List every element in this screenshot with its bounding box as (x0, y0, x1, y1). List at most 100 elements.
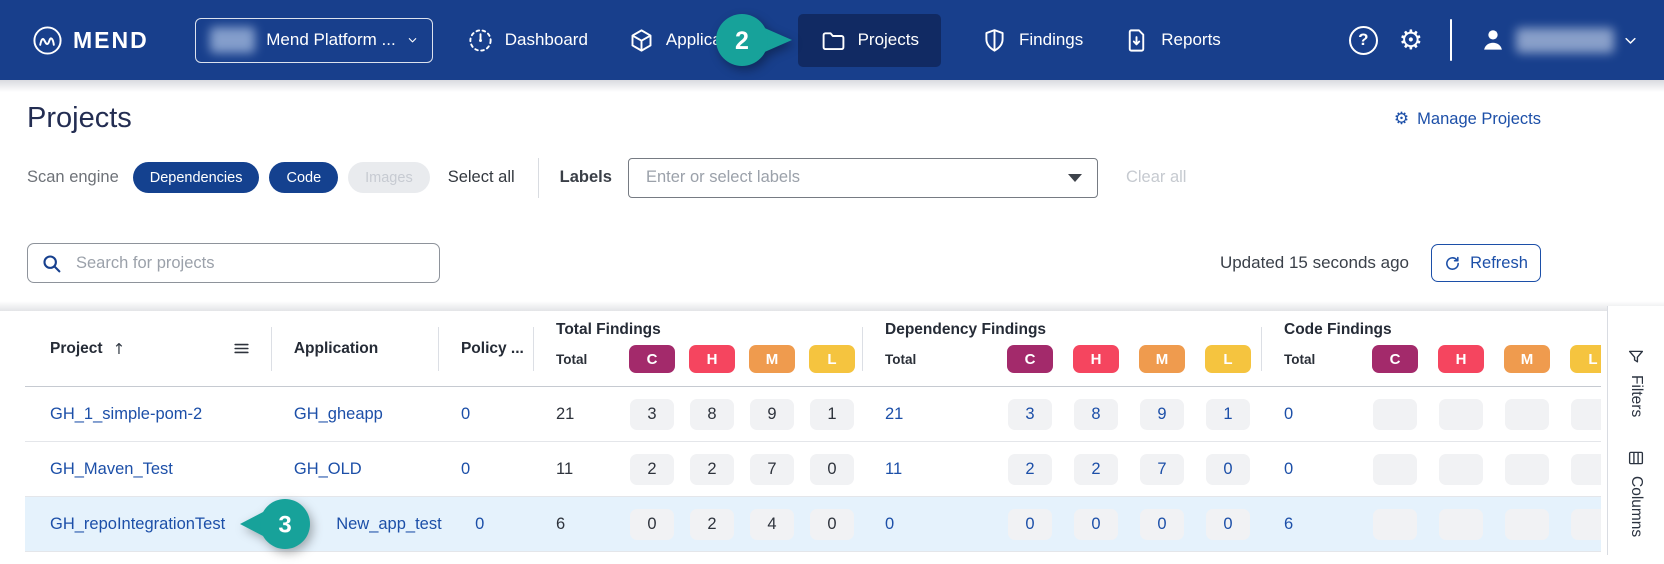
labels-dropdown-arrow-icon[interactable] (1067, 173, 1082, 182)
dependency-findings-m-chip[interactable]: 7 (1140, 453, 1184, 485)
dependency-findings-total-link[interactable]: 11 (885, 459, 903, 478)
code-findings-total-link[interactable]: 0 (1284, 459, 1294, 478)
column-header-application[interactable]: Application (270, 311, 438, 386)
severity-badge-high: H (689, 345, 735, 373)
policy-violations-link[interactable]: 0 (460, 459, 471, 478)
labels-input[interactable] (643, 167, 1068, 188)
column-header-policy[interactable]: Policy ... (437, 311, 533, 386)
sort-ascending-icon[interactable]: ↑ (112, 339, 126, 358)
application-link[interactable]: GH_OLD (293, 459, 362, 478)
application-link[interactable]: GH_gheapp (293, 404, 383, 423)
dependency-findings-m-value[interactable]: 7 (1157, 459, 1167, 478)
dependency-findings-l-value[interactable]: 0 (1223, 459, 1233, 478)
dependency-findings-h-chip[interactable]: 0 (1074, 508, 1118, 540)
chip-code[interactable]: Code (269, 162, 339, 193)
user-menu[interactable] (1479, 26, 1638, 54)
rail-tab-columns[interactable]: Columns (1627, 449, 1645, 537)
project-link[interactable]: GH_repoIntegrationTest (50, 514, 226, 533)
dependency-findings-h-chip[interactable]: 2 (1074, 453, 1118, 485)
column-header-project[interactable]: Project ↑ (25, 311, 271, 386)
project-link[interactable]: GH_1_simple-pom-2 (50, 404, 203, 423)
dependency-findings-total-link[interactable]: 21 (885, 404, 904, 423)
nav-item-dashboard[interactable]: Dashboard (467, 27, 588, 54)
dependency-findings-h-chip[interactable]: 8 (1074, 398, 1118, 430)
dependency-findings-m-chip[interactable]: 9 (1140, 398, 1184, 430)
nav-item-findings[interactable]: Findings (981, 27, 1083, 54)
table-row[interactable]: GH_Maven_Test GH_OLD 0 11 2 2 7 0 11 2 2 7 0 0 (25, 442, 1601, 497)
nav-item-projects[interactable]: 2 Projects (715, 13, 941, 67)
code-findings-c-chip[interactable] (1373, 508, 1417, 540)
settings-gear-icon[interactable]: ⚙ (1398, 24, 1423, 56)
code-findings-l-chip[interactable] (1571, 398, 1601, 430)
code-findings-c-chip[interactable] (1373, 398, 1417, 430)
code-findings-h-chip[interactable] (1439, 453, 1483, 485)
filter-divider (537, 157, 539, 198)
severity-badge-critical: C (1007, 345, 1053, 373)
chip-images: Images (348, 162, 430, 193)
application-header-label: Application (293, 339, 379, 357)
severity-badge-high: H (1438, 345, 1484, 373)
dependency-findings-l-chip[interactable]: 1 (1206, 398, 1250, 430)
table-row[interactable]: GH_1_simple-pom-2 GH_gheapp 0 21 3 8 9 1 21 3 8 9 1 0 (25, 387, 1601, 442)
dependency-findings-h-value[interactable]: 8 (1091, 404, 1101, 423)
table-row[interactable]: GH_repoIntegrationTest 3 New_app_test 0 6 0 2 4… (25, 497, 1601, 552)
dependency-findings-m-value[interactable]: 0 (1157, 514, 1167, 533)
code-findings-l-chip[interactable] (1571, 508, 1601, 540)
dependency-findings-c-value[interactable]: 2 (1025, 459, 1035, 478)
chip-dependencies[interactable]: Dependencies (132, 162, 260, 193)
dependency-findings-c-chip[interactable]: 2 (1008, 453, 1052, 485)
page-head: Projects ⚙ Manage Projects (0, 92, 1664, 150)
dependency-findings-total-link[interactable]: 0 (885, 514, 895, 533)
chevron-down-icon (1625, 37, 1636, 44)
project-cell: GH_1_simple-pom-2 (25, 387, 271, 441)
column-menu-icon[interactable] (232, 339, 251, 358)
org-selector[interactable]: Mend Platform ... (194, 17, 433, 63)
dependency-findings-c-value[interactable]: 0 (1025, 514, 1035, 533)
code-findings-m-chip[interactable] (1505, 453, 1549, 485)
manage-projects-link[interactable]: ⚙ Manage Projects (1394, 110, 1541, 129)
total-label: Total (1284, 351, 1316, 367)
dependency-findings-h-value[interactable]: 0 (1091, 514, 1101, 533)
help-icon[interactable]: ? (1348, 25, 1378, 55)
dependency-findings-l-chip[interactable]: 0 (1206, 508, 1250, 540)
policy-violations-link[interactable]: 0 (475, 514, 485, 533)
code-findings-m-chip[interactable] (1505, 398, 1549, 430)
project-link[interactable]: GH_Maven_Test (50, 459, 173, 478)
code-findings-total-link[interactable]: 6 (1284, 514, 1294, 533)
dependency-findings-m-chip[interactable]: 0 (1140, 508, 1184, 540)
code-findings-h-chip[interactable] (1439, 508, 1483, 540)
code-findings-l-chip[interactable] (1571, 453, 1601, 485)
application-cell: GH_OLD (271, 442, 438, 496)
code-findings-total-link[interactable]: 0 (1284, 404, 1294, 423)
page-title: Projects (27, 102, 132, 134)
dependency-findings-l-chip[interactable]: 0 (1206, 453, 1250, 485)
refresh-button[interactable]: Refresh (1431, 244, 1541, 282)
table-row-partial (25, 552, 1601, 564)
severity-badge-medium: M (749, 345, 795, 373)
policy-violations-link[interactable]: 0 (460, 404, 471, 423)
rail-tab-filters[interactable]: Filters (1627, 348, 1645, 417)
severity-badge-medium: M (1504, 345, 1550, 373)
nav-item-reports[interactable]: Reports (1123, 27, 1221, 54)
search-box[interactable] (27, 243, 440, 283)
code-findings-h-chip[interactable] (1439, 398, 1483, 430)
dependency-findings-l-value[interactable]: 0 (1223, 514, 1233, 533)
dependency-findings-c-value[interactable]: 3 (1025, 404, 1035, 423)
search-input[interactable] (74, 252, 426, 274)
dependency-findings-h-value[interactable]: 2 (1091, 459, 1101, 478)
code-findings-cells: 0 (1261, 387, 1601, 441)
total-findings-total: 11 (556, 459, 574, 478)
application-cell: New_app_test (313, 497, 452, 551)
dependency-findings-c-chip[interactable]: 0 (1008, 508, 1052, 540)
dependency-findings-c-chip[interactable]: 3 (1008, 398, 1052, 430)
application-link[interactable]: New_app_test (336, 514, 442, 533)
dependency-findings-m-value[interactable]: 9 (1157, 404, 1167, 423)
total-findings-h-value: 8 (707, 404, 717, 423)
severity-badge-low: L (1570, 345, 1601, 373)
code-findings-c-chip[interactable] (1373, 453, 1417, 485)
select-all-link[interactable]: Select all (447, 168, 515, 186)
dependency-findings-l-value[interactable]: 1 (1223, 404, 1233, 423)
shield-icon (985, 28, 1004, 52)
code-findings-m-chip[interactable] (1505, 508, 1549, 540)
labels-select[interactable] (627, 157, 1098, 198)
